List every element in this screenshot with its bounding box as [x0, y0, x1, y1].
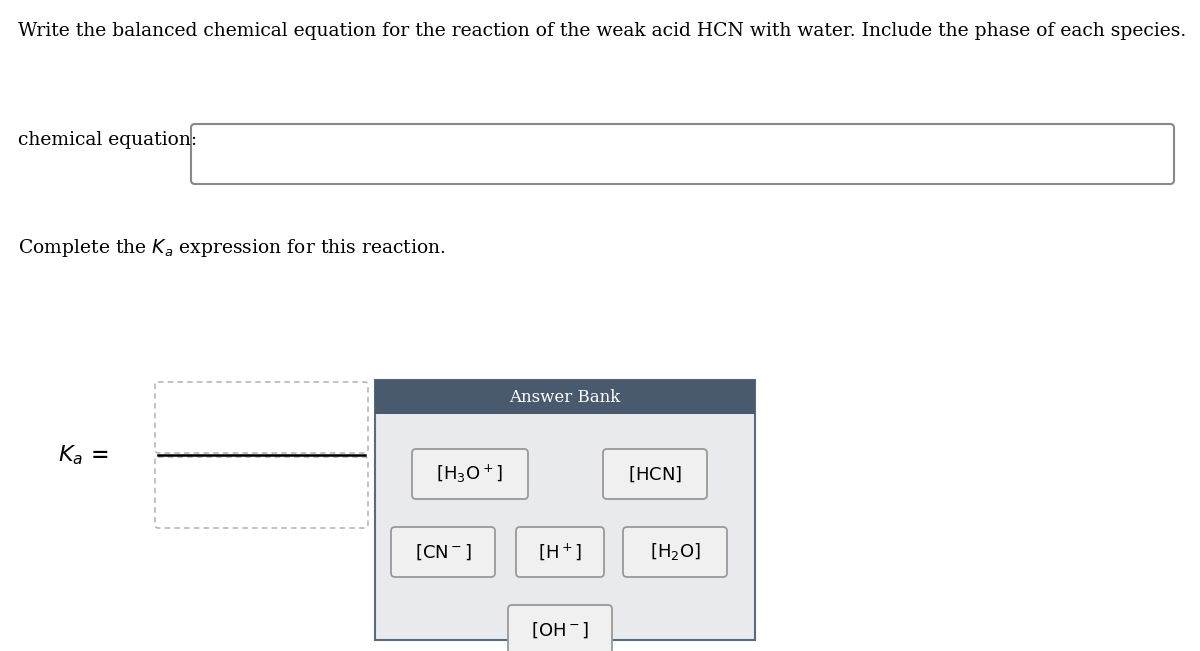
Text: $[\mathrm{HCN}]$: $[\mathrm{HCN}]$: [628, 464, 682, 484]
FancyBboxPatch shape: [191, 124, 1174, 184]
Text: Answer Bank: Answer Bank: [509, 389, 620, 406]
Text: $[\mathrm{CN^-}]$: $[\mathrm{CN^-}]$: [415, 542, 472, 562]
Text: Complete the $K_a$ expression for this reaction.: Complete the $K_a$ expression for this r…: [18, 237, 446, 259]
FancyBboxPatch shape: [508, 605, 612, 651]
FancyBboxPatch shape: [623, 527, 727, 577]
FancyBboxPatch shape: [155, 457, 368, 528]
FancyBboxPatch shape: [604, 449, 707, 499]
FancyBboxPatch shape: [391, 527, 496, 577]
Text: $[\mathrm{OH^-}]$: $[\mathrm{OH^-}]$: [530, 620, 589, 640]
FancyBboxPatch shape: [516, 527, 604, 577]
FancyBboxPatch shape: [374, 380, 755, 414]
Text: Write the balanced chemical equation for the reaction of the weak acid HCN with : Write the balanced chemical equation for…: [18, 22, 1187, 40]
Text: chemical equation:: chemical equation:: [18, 131, 197, 149]
FancyBboxPatch shape: [412, 449, 528, 499]
Text: $[\mathrm{H_3O^+}]$: $[\mathrm{H_3O^+}]$: [437, 463, 504, 485]
FancyBboxPatch shape: [155, 382, 368, 453]
FancyBboxPatch shape: [374, 380, 755, 640]
Text: $[\mathrm{H_2O}]$: $[\mathrm{H_2O}]$: [649, 542, 701, 562]
Text: $K_a$ =: $K_a$ =: [58, 443, 109, 467]
Text: $[\mathrm{H^+}]$: $[\mathrm{H^+}]$: [538, 542, 582, 562]
